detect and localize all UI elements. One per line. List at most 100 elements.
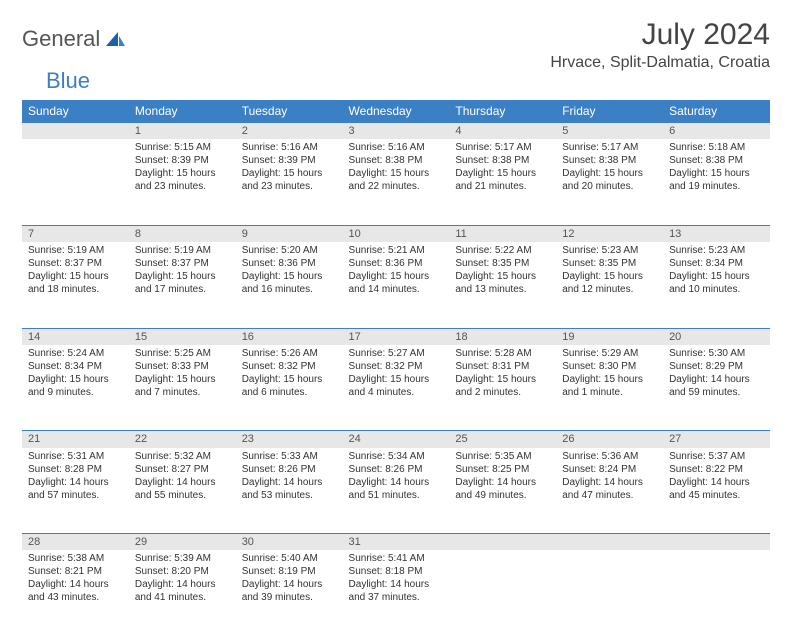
day-cell: Sunrise: 5:34 AMSunset: 8:26 PMDaylight:… [343,448,450,534]
sunrise-text: Sunrise: 5:34 AM [349,450,444,463]
day-cell-body: Sunrise: 5:19 AMSunset: 8:37 PMDaylight:… [129,242,236,300]
sunrise-text: Sunrise: 5:25 AM [135,347,230,360]
day-number: 12 [556,226,663,242]
day-number: 18 [449,329,556,345]
day-cell-body: Sunrise: 5:23 AMSunset: 8:35 PMDaylight:… [556,242,663,300]
day-cell: Sunrise: 5:16 AMSunset: 8:39 PMDaylight:… [236,139,343,225]
week-row: Sunrise: 5:24 AMSunset: 8:34 PMDaylight:… [22,345,770,431]
sunrise-text: Sunrise: 5:30 AM [669,347,764,360]
sunset-text: Sunset: 8:35 PM [562,257,657,270]
day-cell-body [22,139,129,145]
sunrise-text: Sunrise: 5:29 AM [562,347,657,360]
day-cell-body: Sunrise: 5:17 AMSunset: 8:38 PMDaylight:… [556,139,663,197]
day-number-cell: 25 [449,431,556,448]
day-number-cell: 21 [22,431,129,448]
daylight-text: Daylight: 15 hours and 18 minutes. [28,270,123,296]
sunrise-text: Sunrise: 5:23 AM [669,244,764,257]
day-cell-body: Sunrise: 5:39 AMSunset: 8:20 PMDaylight:… [129,550,236,608]
day-cell-body: Sunrise: 5:16 AMSunset: 8:38 PMDaylight:… [343,139,450,197]
day-number: 1 [129,123,236,139]
day-cell-body: Sunrise: 5:29 AMSunset: 8:30 PMDaylight:… [556,345,663,403]
sunrise-text: Sunrise: 5:33 AM [242,450,337,463]
sunset-text: Sunset: 8:27 PM [135,463,230,476]
sunset-text: Sunset: 8:19 PM [242,565,337,578]
sunrise-text: Sunrise: 5:17 AM [455,141,550,154]
daylight-text: Daylight: 14 hours and 51 minutes. [349,476,444,502]
sunset-text: Sunset: 8:35 PM [455,257,550,270]
day-number: 24 [343,431,450,447]
logo-sail-icon [104,30,126,48]
daylight-text: Daylight: 15 hours and 10 minutes. [669,270,764,296]
sunrise-text: Sunrise: 5:38 AM [28,552,123,565]
day-cell: Sunrise: 5:23 AMSunset: 8:35 PMDaylight:… [556,242,663,328]
day-cell: Sunrise: 5:40 AMSunset: 8:19 PMDaylight:… [236,550,343,636]
day-number: 28 [22,534,129,550]
week-row: Sunrise: 5:15 AMSunset: 8:39 PMDaylight:… [22,139,770,225]
day-cell: Sunrise: 5:33 AMSunset: 8:26 PMDaylight:… [236,448,343,534]
day-cell: Sunrise: 5:27 AMSunset: 8:32 PMDaylight:… [343,345,450,431]
sunrise-text: Sunrise: 5:27 AM [349,347,444,360]
day-cell-body: Sunrise: 5:25 AMSunset: 8:33 PMDaylight:… [129,345,236,403]
sunrise-text: Sunrise: 5:23 AM [562,244,657,257]
sunset-text: Sunset: 8:32 PM [349,360,444,373]
day-cell-body: Sunrise: 5:31 AMSunset: 8:28 PMDaylight:… [22,448,129,506]
daynum-row: 78910111213 [22,225,770,242]
day-number [22,123,129,125]
day-cell-body: Sunrise: 5:35 AMSunset: 8:25 PMDaylight:… [449,448,556,506]
day-cell-body: Sunrise: 5:34 AMSunset: 8:26 PMDaylight:… [343,448,450,506]
sunset-text: Sunset: 8:36 PM [349,257,444,270]
day-number-cell [663,534,770,551]
day-number-cell: 13 [663,225,770,242]
day-number-cell [449,534,556,551]
day-cell-body: Sunrise: 5:26 AMSunset: 8:32 PMDaylight:… [236,345,343,403]
calendar-table: Sunday Monday Tuesday Wednesday Thursday… [22,100,770,636]
daylight-text: Daylight: 15 hours and 14 minutes. [349,270,444,296]
day-cell-body [449,550,556,556]
day-cell: Sunrise: 5:37 AMSunset: 8:22 PMDaylight:… [663,448,770,534]
sunset-text: Sunset: 8:39 PM [242,154,337,167]
daylight-text: Daylight: 15 hours and 16 minutes. [242,270,337,296]
daylight-text: Daylight: 15 hours and 23 minutes. [135,167,230,193]
daylight-text: Daylight: 15 hours and 6 minutes. [242,373,337,399]
sunset-text: Sunset: 8:21 PM [28,565,123,578]
day-cell: Sunrise: 5:17 AMSunset: 8:38 PMDaylight:… [556,139,663,225]
logo-text-general: General [22,26,100,52]
day-number: 7 [22,226,129,242]
day-number: 9 [236,226,343,242]
day-number: 21 [22,431,129,447]
weekday-header: Monday [129,100,236,123]
day-number: 3 [343,123,450,139]
day-cell: Sunrise: 5:24 AMSunset: 8:34 PMDaylight:… [22,345,129,431]
sunrise-text: Sunrise: 5:35 AM [455,450,550,463]
daylight-text: Daylight: 14 hours and 45 minutes. [669,476,764,502]
weekday-header: Thursday [449,100,556,123]
day-number: 15 [129,329,236,345]
day-number-cell: 26 [556,431,663,448]
day-cell-body: Sunrise: 5:40 AMSunset: 8:19 PMDaylight:… [236,550,343,608]
sunrise-text: Sunrise: 5:41 AM [349,552,444,565]
sunrise-text: Sunrise: 5:19 AM [28,244,123,257]
day-cell-body: Sunrise: 5:18 AMSunset: 8:38 PMDaylight:… [663,139,770,197]
daylight-text: Daylight: 15 hours and 1 minute. [562,373,657,399]
day-cell: Sunrise: 5:18 AMSunset: 8:38 PMDaylight:… [663,139,770,225]
daylight-text: Daylight: 15 hours and 22 minutes. [349,167,444,193]
week-row: Sunrise: 5:38 AMSunset: 8:21 PMDaylight:… [22,550,770,636]
day-cell [556,550,663,636]
sunrise-text: Sunrise: 5:39 AM [135,552,230,565]
day-number-cell: 11 [449,225,556,242]
day-cell-body: Sunrise: 5:32 AMSunset: 8:27 PMDaylight:… [129,448,236,506]
day-number-cell: 15 [129,328,236,345]
sunset-text: Sunset: 8:36 PM [242,257,337,270]
sunrise-text: Sunrise: 5:31 AM [28,450,123,463]
sunset-text: Sunset: 8:29 PM [669,360,764,373]
day-cell: Sunrise: 5:21 AMSunset: 8:36 PMDaylight:… [343,242,450,328]
day-cell: Sunrise: 5:36 AMSunset: 8:24 PMDaylight:… [556,448,663,534]
day-cell-body: Sunrise: 5:30 AMSunset: 8:29 PMDaylight:… [663,345,770,403]
day-number: 6 [663,123,770,139]
day-cell-body: Sunrise: 5:28 AMSunset: 8:31 PMDaylight:… [449,345,556,403]
day-cell: Sunrise: 5:39 AMSunset: 8:20 PMDaylight:… [129,550,236,636]
day-cell-body: Sunrise: 5:41 AMSunset: 8:18 PMDaylight:… [343,550,450,608]
logo: General [22,18,128,52]
day-number-cell: 6 [663,123,770,140]
day-number-cell [556,534,663,551]
